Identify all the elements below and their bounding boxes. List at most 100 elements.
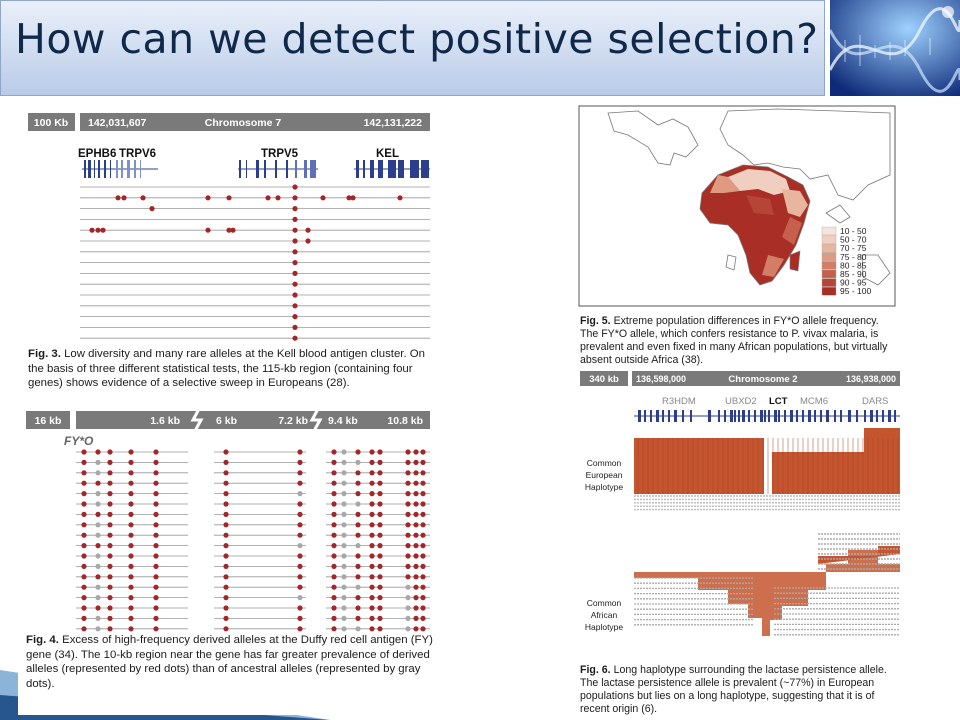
fig4-derived-dot [420, 480, 426, 486]
fig6-exon [682, 410, 684, 422]
fig3-gene-trpv6: TRPV6 [119, 148, 156, 160]
fig4-derived-dot [128, 480, 134, 486]
fig6-af-hap-1 [634, 550, 900, 636]
fig4-derived-dot [107, 574, 113, 580]
fig3-exon [275, 160, 277, 178]
fig4-derived-dot [413, 480, 419, 486]
fig4-derived-dot [107, 553, 113, 559]
fig6-exon [870, 410, 873, 422]
fig4-derived-dot [331, 553, 337, 559]
fig4-derived-dot [297, 605, 303, 611]
fig3-derived-dot [226, 227, 232, 233]
fig4-derived-dot [377, 626, 383, 632]
fig3-derived-dot [292, 335, 298, 341]
fig4-ancestral-dot [341, 470, 347, 476]
fig4-derived-dot [153, 491, 159, 497]
fig3-derived-dot [292, 314, 298, 320]
fig5-africa [699, 164, 811, 286]
fig4-ancestral-dot [355, 501, 361, 507]
fig6-exon [796, 410, 798, 422]
fig5-legend-label: 80 - 85 [840, 260, 867, 270]
fig4-derived-dot [369, 459, 375, 465]
fig4-ancestral-dot [355, 459, 361, 465]
fig4-ancestral-dot [95, 501, 101, 507]
fig3-derived-dot [292, 195, 298, 201]
fig4-derived-dot [297, 532, 303, 538]
fig4-derived-dot [405, 543, 411, 549]
fig4-derived-dot [420, 574, 426, 580]
fig3-exon [388, 160, 396, 178]
fig4-ancestral-dot [95, 553, 101, 559]
fig4-break-1 [190, 408, 204, 432]
fig4-derived-dot [331, 584, 337, 590]
fig6-eu-label-3: Haplotype [585, 482, 624, 492]
fig4-allele-label: FY*O [64, 434, 94, 448]
fig4-derived-dot [413, 626, 419, 632]
fig4-derived-dot [405, 574, 411, 580]
fig6-header-bar [632, 371, 900, 386]
fig4-derived-dot [297, 449, 303, 455]
fig4-derived-dot [297, 626, 303, 632]
fig6-exon [638, 410, 641, 422]
fig4-ancestral-dot [297, 543, 303, 549]
fig4-derived-dot [405, 501, 411, 507]
fig6-caption-label: Fig. 6. [580, 664, 611, 676]
fig3-derived-dot [305, 238, 311, 244]
fig4-derived-dot [81, 626, 87, 632]
fig4-derived-dot [81, 574, 87, 580]
fig4-derived-dot [81, 501, 87, 507]
fig4-derived-dot [81, 532, 87, 538]
fig6-gene-mcm6: MCM6 [800, 396, 828, 407]
fig4-derived-dot [377, 605, 383, 611]
fig4-derived-dot [405, 553, 411, 559]
fig3-exon [84, 160, 86, 178]
fig4-derived-dot [420, 543, 426, 549]
fig4-derived-dot [355, 563, 361, 569]
fig4-derived-dot [377, 595, 383, 601]
fig4-derived-dot [413, 511, 419, 517]
fig4-derived-dot [331, 626, 337, 632]
fig4-ancestral-dot [405, 595, 411, 601]
fig3-exon [264, 160, 266, 178]
fig3-derived-dot [292, 216, 298, 222]
fig4-derived-dot [369, 543, 375, 549]
fig4-derived-dot [369, 605, 375, 611]
fig3-exon [98, 160, 100, 178]
fig4-derived-dot [223, 543, 229, 549]
fig4-derived-dot [153, 605, 159, 611]
fig6-af-label-1: Common [587, 598, 622, 608]
fig4-derived-dot [331, 605, 337, 611]
fig4-derived-dot [128, 543, 134, 549]
fig3-derived-dot [230, 227, 236, 233]
fig4-derived-dot [297, 574, 303, 580]
fig4-ancestral-dot [341, 584, 347, 590]
fig4-derived-dot [377, 615, 383, 621]
fig6-exon [814, 410, 816, 422]
fig3-exon [121, 160, 123, 178]
fig4-seg-5: 10.8 kb [387, 415, 423, 427]
fig4-derived-dot [297, 615, 303, 621]
fig4-derived-dot [81, 595, 87, 601]
fig6-exon [808, 410, 811, 422]
fig4-derived-dot [95, 543, 101, 549]
fig3-derived-dot [292, 324, 298, 330]
fig4-seg-1: 1.6 kb [150, 415, 180, 427]
fig3-exon [363, 160, 365, 178]
fig3-derived-dot [292, 227, 298, 233]
fig4-derived-dot [413, 605, 419, 611]
fig4-derived-dot [331, 501, 337, 507]
fig3-derived-dot [205, 195, 211, 201]
fig4-derived-dot [405, 522, 411, 528]
fig3-derived-dot [292, 184, 298, 190]
fig4-derived-dot [369, 501, 375, 507]
fig4-derived-dot [420, 470, 426, 476]
fig4-derived-dot [413, 470, 419, 476]
fig3-scale-box [28, 113, 75, 131]
fig6-exon [764, 410, 766, 422]
fig6-exon [760, 410, 763, 422]
fig4-derived-dot [95, 480, 101, 486]
fig4-derived-dot [369, 480, 375, 486]
fig4-derived-dot [128, 563, 134, 569]
fig4-derived-dot [223, 449, 229, 455]
fig4-ancestral-dot [341, 595, 347, 601]
